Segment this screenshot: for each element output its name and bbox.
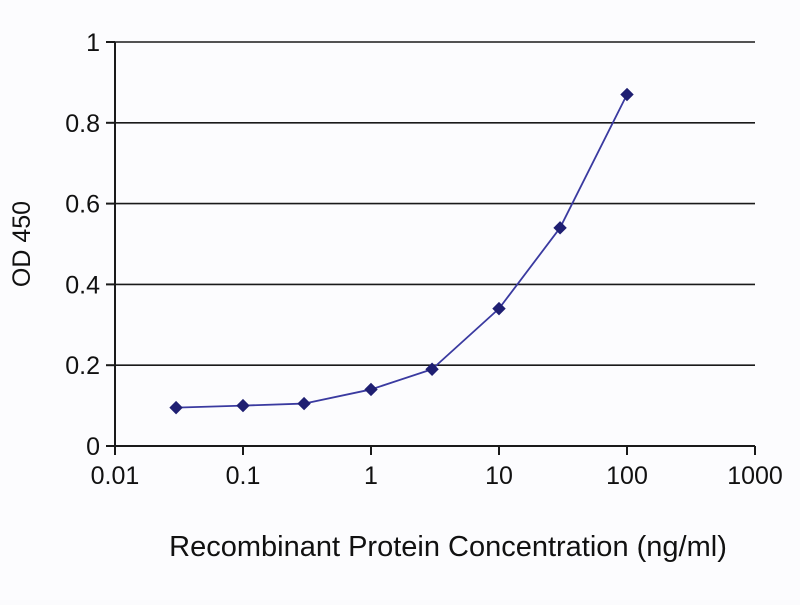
y-axis-tick-labels: 0 0.2 0.4 0.6 0.8 1 [65, 29, 100, 461]
data-point-marker [236, 398, 250, 413]
data-point-marker [297, 396, 311, 411]
y-axis-ticks [106, 41, 115, 447]
gridlines [115, 41, 755, 367]
data-point-marker [553, 221, 567, 235]
y-tick-label: 1 [86, 29, 100, 57]
x-tick-label: 0.1 [226, 462, 261, 490]
series-line [176, 94, 628, 409]
y-tick-label: 0.2 [65, 352, 100, 380]
x-axis-ticks [114, 446, 756, 455]
x-tick-label: 1000 [727, 462, 783, 490]
data-point-marker [425, 362, 439, 376]
data-point-marker [620, 87, 634, 102]
y-axis-title: OD 450 [8, 201, 36, 287]
x-axis-tick-labels: 0.01 0.1 1 10 100 1000 [91, 462, 783, 490]
x-tick-label: 1 [364, 462, 378, 490]
y-tick-label: 0.8 [65, 110, 100, 138]
x-tick-label: 100 [606, 462, 648, 490]
data-point-marker [364, 382, 378, 397]
data-point-marker [169, 400, 183, 415]
x-tick-label: 10 [485, 462, 513, 490]
axes [114, 42, 755, 447]
y-tick-label: 0.6 [65, 191, 100, 219]
x-axis-title: Recombinant Protein Concentration (ng/ml… [169, 531, 727, 563]
y-tick-label: 0.4 [65, 271, 100, 299]
x-tick-label: 0.01 [91, 462, 140, 490]
data-point-marker [492, 301, 506, 316]
data-series [169, 87, 634, 415]
y-tick-label: 0 [86, 433, 100, 461]
